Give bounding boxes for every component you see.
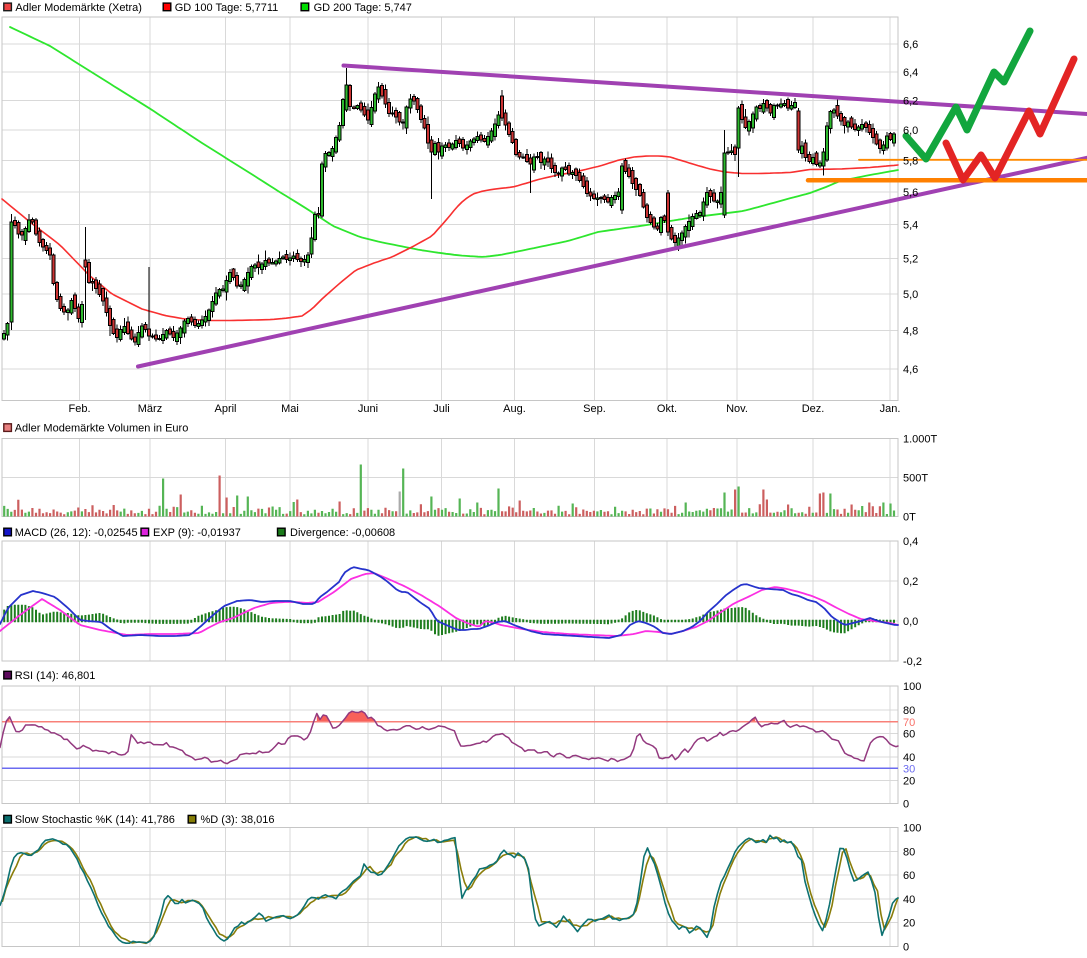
svg-text:80: 80 <box>903 846 915 858</box>
svg-text:1.000T: 1.000T <box>903 434 938 446</box>
svg-text:März: März <box>138 403 162 415</box>
svg-text:-0,2: -0,2 <box>903 656 922 668</box>
svg-text:Juli: Juli <box>433 403 450 415</box>
svg-text:Aug.: Aug. <box>503 403 526 415</box>
svg-text:5,2: 5,2 <box>903 254 918 266</box>
svg-text:Mai: Mai <box>281 403 299 415</box>
svg-text:0,4: 0,4 <box>903 536 918 548</box>
svg-text:Slow Stochastic %K (14): 41,78: Slow Stochastic %K (14): 41,786 <box>15 814 175 826</box>
svg-text:Jan.: Jan. <box>880 403 901 415</box>
svg-text:20: 20 <box>903 918 915 930</box>
svg-text:Divergence: -0,00608: Divergence: -0,00608 <box>290 527 395 539</box>
svg-text:6,0: 6,0 <box>903 125 918 137</box>
svg-text:60: 60 <box>903 870 915 882</box>
svg-text:RSI (14): 46,801: RSI (14): 46,801 <box>15 670 96 682</box>
svg-text:20: 20 <box>903 776 915 788</box>
svg-text:0,0: 0,0 <box>903 616 918 628</box>
svg-text:Adler Modemärkte Volumen in Eu: Adler Modemärkte Volumen in Euro <box>15 422 189 434</box>
svg-text:GD 100 Tage: 5,7711: GD 100 Tage: 5,7711 <box>175 2 279 14</box>
svg-text:Feb.: Feb. <box>68 403 90 415</box>
svg-text:6,2: 6,2 <box>903 95 918 107</box>
svg-text:500T: 500T <box>903 473 928 485</box>
svg-text:Dez.: Dez. <box>802 403 825 415</box>
svg-text:80: 80 <box>903 705 915 717</box>
svg-text:Nov.: Nov. <box>726 403 748 415</box>
svg-text:5,8: 5,8 <box>903 155 918 167</box>
svg-text:40: 40 <box>903 894 915 906</box>
svg-text:0: 0 <box>903 942 909 954</box>
svg-text:0: 0 <box>903 799 909 811</box>
svg-text:%D (3): 38,016: %D (3): 38,016 <box>201 814 275 826</box>
svg-text:EXP (9): -0,01937: EXP (9): -0,01937 <box>153 527 241 539</box>
svg-text:GD 200 Tage: 5,747: GD 200 Tage: 5,747 <box>314 2 412 14</box>
svg-text:40: 40 <box>903 752 915 764</box>
svg-text:Sep.: Sep. <box>583 403 606 415</box>
svg-text:0T: 0T <box>903 512 916 524</box>
svg-text:5,6: 5,6 <box>903 187 918 199</box>
svg-text:60: 60 <box>903 729 915 741</box>
svg-text:0,2: 0,2 <box>903 576 918 588</box>
svg-text:April: April <box>214 403 236 415</box>
svg-text:6,4: 6,4 <box>903 67 918 79</box>
svg-text:4,6: 4,6 <box>903 364 918 376</box>
svg-text:Adler Modemärkte (Xetra): Adler Modemärkte (Xetra) <box>15 2 142 14</box>
svg-text:5,0: 5,0 <box>903 289 918 301</box>
svg-text:4,8: 4,8 <box>903 326 918 338</box>
svg-text:5,4: 5,4 <box>903 220 918 232</box>
svg-text:30: 30 <box>903 763 915 775</box>
svg-text:6,6: 6,6 <box>903 39 918 51</box>
svg-text:100: 100 <box>903 823 921 835</box>
svg-text:Juni: Juni <box>358 403 378 415</box>
svg-text:100: 100 <box>903 681 921 693</box>
svg-text:70: 70 <box>903 717 915 729</box>
svg-text:Okt.: Okt. <box>657 403 677 415</box>
svg-text:MACD (26, 12): -0,02545: MACD (26, 12): -0,02545 <box>15 527 138 539</box>
